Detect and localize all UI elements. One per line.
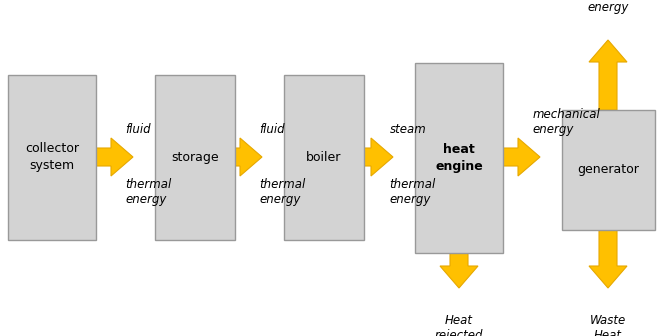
Text: Electric
energy: Electric energy	[586, 0, 630, 14]
FancyArrow shape	[503, 138, 540, 176]
Bar	[8, 75, 96, 240]
Text: thermal
energy: thermal energy	[126, 178, 171, 206]
Bar	[562, 110, 655, 230]
FancyArrow shape	[364, 138, 393, 176]
Text: heat
engine: heat engine	[435, 143, 483, 173]
Text: collector
system: collector system	[25, 142, 79, 172]
Text: thermal
energy: thermal energy	[389, 178, 436, 206]
Text: storage: storage	[171, 151, 219, 164]
Text: Waste
Heat: Waste Heat	[590, 314, 626, 336]
Bar	[284, 75, 364, 240]
Bar	[415, 63, 503, 253]
FancyArrow shape	[589, 230, 627, 288]
Bar	[155, 75, 235, 240]
Text: Heat
rejected: Heat rejected	[435, 314, 483, 336]
FancyArrow shape	[96, 138, 133, 176]
FancyArrow shape	[440, 253, 478, 288]
Text: steam: steam	[389, 123, 426, 136]
FancyArrow shape	[589, 40, 627, 110]
Text: boiler: boiler	[307, 151, 342, 164]
Text: fluid: fluid	[126, 123, 151, 136]
Text: generator: generator	[577, 164, 639, 176]
Text: mechanical
energy: mechanical energy	[532, 108, 600, 136]
Text: thermal
energy: thermal energy	[260, 178, 306, 206]
Text: fluid: fluid	[260, 123, 285, 136]
FancyArrow shape	[235, 138, 262, 176]
